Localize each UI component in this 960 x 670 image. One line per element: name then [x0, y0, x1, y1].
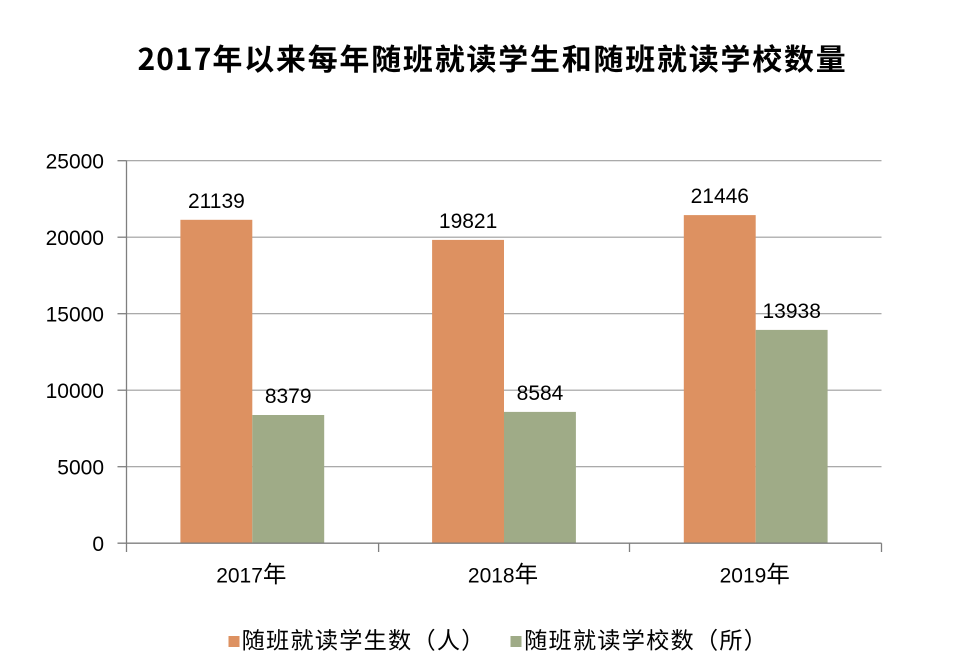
svg-text:15000: 15000 — [46, 303, 104, 326]
svg-text:13938: 13938 — [762, 300, 820, 323]
svg-text:10000: 10000 — [46, 380, 104, 403]
svg-text:21139: 21139 — [188, 190, 245, 213]
svg-text:21446: 21446 — [691, 185, 749, 208]
svg-text:8379: 8379 — [265, 385, 312, 408]
svg-text:25000: 25000 — [46, 150, 104, 173]
svg-text:2018: 2018 — [468, 565, 515, 588]
svg-text:2019: 2019 — [720, 565, 767, 588]
svg-text:19821: 19821 — [439, 210, 497, 233]
svg-text:2017: 2017 — [216, 565, 263, 588]
svg-text:0: 0 — [92, 533, 104, 556]
svg-text:8584: 8584 — [517, 382, 564, 405]
svg-text:20000: 20000 — [46, 227, 104, 250]
svg-text:5000: 5000 — [57, 456, 104, 479]
